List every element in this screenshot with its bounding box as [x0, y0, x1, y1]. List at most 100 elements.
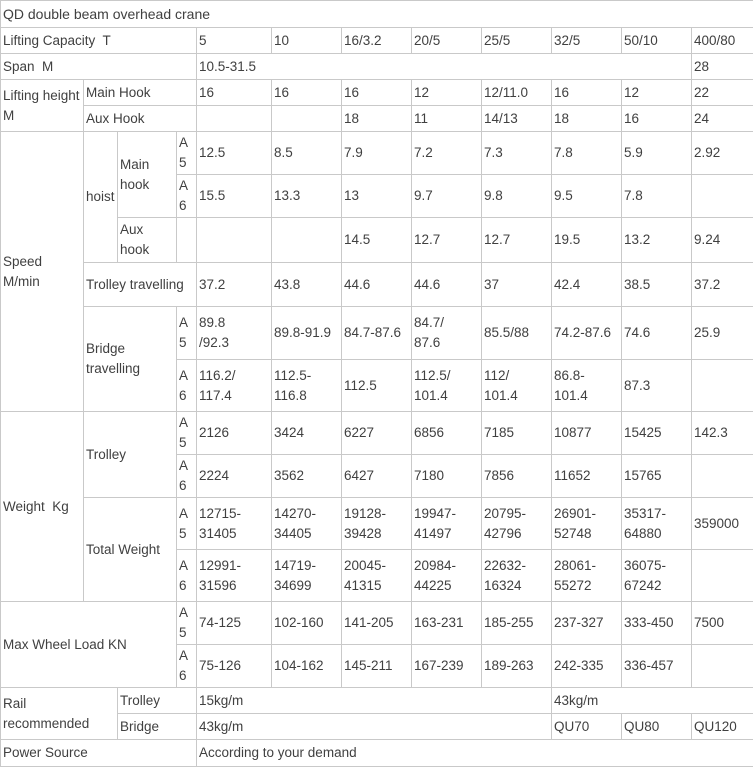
value-cell: 242-335	[552, 645, 622, 688]
value-cell: 38.5	[622, 263, 692, 307]
value-cell: 12.7	[482, 218, 552, 263]
value-cell: 85.5/88	[482, 307, 552, 360]
value-cell: 11	[412, 106, 482, 132]
value-cell: 89.8-91.9	[272, 307, 342, 360]
value-cell: 104-162	[272, 645, 342, 688]
value-cell: 16	[197, 80, 272, 106]
value-cell: 20/5	[412, 28, 482, 54]
class-a5-label: A5	[177, 412, 197, 455]
value-cell: 25.9	[692, 307, 753, 360]
value-cell: 44.6	[412, 263, 482, 307]
value-cell: 18	[342, 106, 412, 132]
rail-label: Rail recommended	[1, 688, 118, 740]
page-title: QD double beam overhead crane	[1, 1, 753, 28]
rail-trolley-row: Rail recommended Trolley 15kg/m 43kg/m	[1, 688, 753, 714]
value-cell: 84.7/ 87.6	[412, 307, 482, 360]
value-cell: 12715- 31405	[197, 498, 272, 550]
empty-cell	[177, 218, 197, 263]
value-cell: 116.2/ 117.4	[197, 360, 272, 412]
value-cell	[272, 218, 342, 263]
value-cell: 12.7	[412, 218, 482, 263]
value-cell: 16/3.2	[342, 28, 412, 54]
class-a6-label: A6	[177, 455, 197, 498]
value-cell: 16	[272, 80, 342, 106]
value-cell: 12/11.0	[482, 80, 552, 106]
value-cell: 7.3	[482, 132, 552, 175]
value-cell: 12	[622, 80, 692, 106]
weight-label: Weight Kg	[1, 412, 84, 602]
class-a6-label: A6	[177, 360, 197, 412]
speed-bridge-a5-row: Bridge travelling A5 89.8 /92.3 89.8-91.…	[1, 307, 753, 360]
value-cell: 6427	[342, 455, 412, 498]
value-cell: QU80	[622, 714, 692, 740]
value-cell: 141-205	[342, 602, 412, 645]
value-cell: 3424	[272, 412, 342, 455]
value-cell: 15425	[622, 412, 692, 455]
value-cell: 15.5	[197, 175, 272, 218]
aux-hook-label: Aux Hook	[84, 106, 197, 132]
value-cell: 43kg/m	[197, 714, 552, 740]
value-cell: 43kg/m	[552, 688, 753, 714]
value-cell: 6856	[412, 412, 482, 455]
total-weight-label: Total Weight	[84, 498, 177, 602]
class-a6-label: A6	[177, 175, 197, 218]
value-cell: 43.8	[272, 263, 342, 307]
value-cell: 74.2-87.6	[552, 307, 622, 360]
speed-aux-hook-label: Aux hook	[118, 218, 177, 263]
value-cell: 13.3	[272, 175, 342, 218]
value-cell: 8.5	[272, 132, 342, 175]
speed-label: Speed M/min	[1, 132, 84, 412]
value-cell: 20795- 42796	[482, 498, 552, 550]
value-cell: 9.24	[692, 218, 753, 263]
value-cell: 13	[342, 175, 412, 218]
value-cell: 7.9	[342, 132, 412, 175]
span-row: Span M 10.5-31.5 28	[1, 54, 753, 80]
value-cell: 145-211	[342, 645, 412, 688]
value-cell: 89.8 /92.3	[197, 307, 272, 360]
value-cell: 13.2	[622, 218, 692, 263]
value-cell: 6227	[342, 412, 412, 455]
value-cell: 10	[272, 28, 342, 54]
value-cell: 12.5	[197, 132, 272, 175]
class-a5-label: A5	[177, 132, 197, 175]
value-cell: 86.8- 101.4	[552, 360, 622, 412]
value-cell: 163-231	[412, 602, 482, 645]
lifting-height-main-row: Lifting height M Main Hook 16 16 16 12 1…	[1, 80, 753, 106]
lifting-height-label: Lifting height M	[1, 80, 84, 132]
value-cell: QU120	[692, 714, 753, 740]
value-cell: 19.5	[552, 218, 622, 263]
value-cell: 19947- 41497	[412, 498, 482, 550]
value-cell: 16	[342, 80, 412, 106]
value-cell: 42.4	[552, 263, 622, 307]
lifting-height-aux-row: Aux Hook 18 11 14/13 18 16 24	[1, 106, 753, 132]
value-cell: 32/5	[552, 28, 622, 54]
value-cell: 14270- 34405	[272, 498, 342, 550]
max-wheel-label: Max Wheel Load KN	[1, 602, 177, 688]
value-cell: 20984- 44225	[412, 550, 482, 602]
value-cell: 7.8	[622, 175, 692, 218]
value-cell: 28061- 55272	[552, 550, 622, 602]
capacity-row: Lifting Capacity T 5 10 16/3.2 20/5 25/5…	[1, 28, 753, 54]
speed-main-a5-row: Speed M/min hoist Main hook A5 12.5 8.5 …	[1, 132, 753, 175]
value-cell: 12	[412, 80, 482, 106]
class-a6-label: A6	[177, 550, 197, 602]
value-cell: 14719- 34699	[272, 550, 342, 602]
value-cell: 84.7-87.6	[342, 307, 412, 360]
value-cell: 44.6	[342, 263, 412, 307]
value-cell: 333-450	[622, 602, 692, 645]
value-cell: 185-255	[482, 602, 552, 645]
value-cell: 9.8	[482, 175, 552, 218]
title-row: QD double beam overhead crane	[1, 1, 753, 28]
value-cell: 15kg/m	[197, 688, 552, 714]
value-cell: 7856	[482, 455, 552, 498]
value-cell: 16	[552, 80, 622, 106]
class-a5-label: A5	[177, 602, 197, 645]
value-cell: 74-125	[197, 602, 272, 645]
weight-trolley-a5-row: Weight Kg Trolley A5 2126 3424 6227 6856…	[1, 412, 753, 455]
value-cell: 5	[197, 28, 272, 54]
value-cell: 112.5- 116.8	[272, 360, 342, 412]
value-cell: 26901- 52748	[552, 498, 622, 550]
value-cell: 35317- 64880	[622, 498, 692, 550]
value-cell: 74.6	[622, 307, 692, 360]
value-cell: 37.2	[692, 263, 753, 307]
